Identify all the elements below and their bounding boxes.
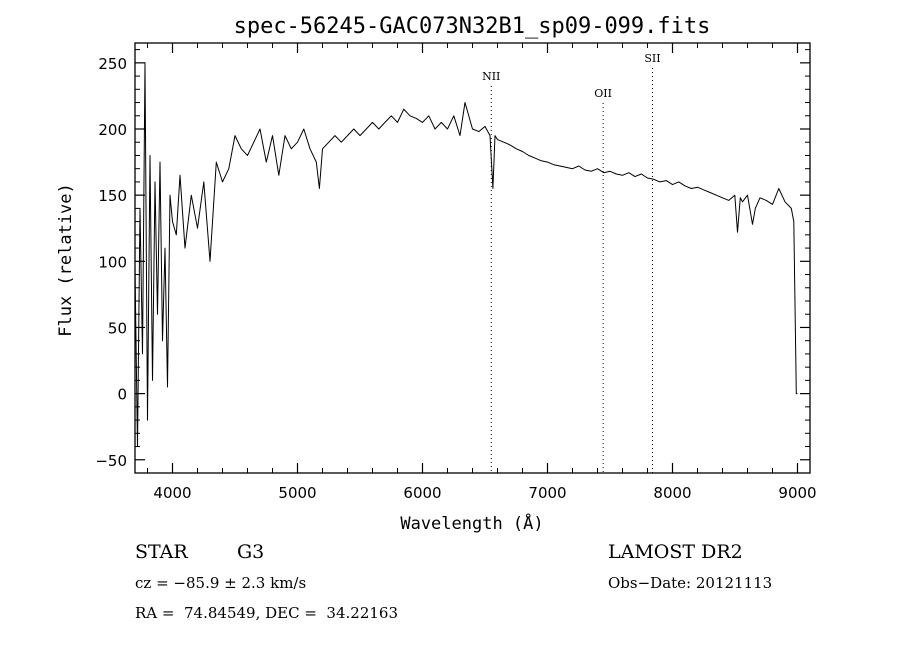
x-tick-label: 9000 bbox=[778, 484, 816, 502]
x-tick-label: 5000 bbox=[278, 484, 316, 502]
x-tick-label: 7000 bbox=[528, 484, 566, 502]
y-tick-label: 200 bbox=[98, 121, 127, 139]
x-tick-label: 6000 bbox=[403, 484, 441, 502]
y-tick-label: 50 bbox=[108, 319, 127, 337]
chart-title: spec-56245-GAC073N32B1_sp09-099.fits bbox=[234, 14, 711, 39]
emission-line-label: SII bbox=[644, 52, 660, 65]
plot-frame bbox=[134, 42, 811, 474]
survey-name: LAMOST DR2 bbox=[608, 541, 743, 563]
y-tick-label: 250 bbox=[98, 55, 127, 73]
spectrum-line bbox=[134, 62, 798, 447]
redshift-value: cz = −85.9 ± 2.3 km/s bbox=[135, 574, 307, 592]
spectral-subclass: G3 bbox=[237, 541, 265, 563]
y-tick-label: 150 bbox=[98, 187, 127, 205]
y-tick-label: 100 bbox=[98, 253, 127, 271]
emission-line-label: OII bbox=[594, 87, 612, 100]
x-tick-label: 8000 bbox=[653, 484, 691, 502]
object-class: STAR bbox=[135, 541, 188, 563]
emission-line-label: NII bbox=[482, 70, 500, 83]
x-tick-label: 4000 bbox=[153, 484, 191, 502]
plot-area: 4000 5000 6000 7000 8000 9000 −50 0 50 100 150 200 2… bbox=[95, 42, 817, 502]
y-axis-label: Flux (relative) bbox=[56, 183, 76, 337]
y-tick-label: −50 bbox=[95, 452, 127, 470]
y-tick-label: 0 bbox=[117, 386, 127, 404]
sky-coordinates: RA = 74.84549, DEC = 34.22163 bbox=[135, 604, 399, 622]
observation-date: Obs−Date: 20121113 bbox=[608, 574, 773, 592]
x-axis-label: Wavelength (Å) bbox=[400, 512, 543, 534]
